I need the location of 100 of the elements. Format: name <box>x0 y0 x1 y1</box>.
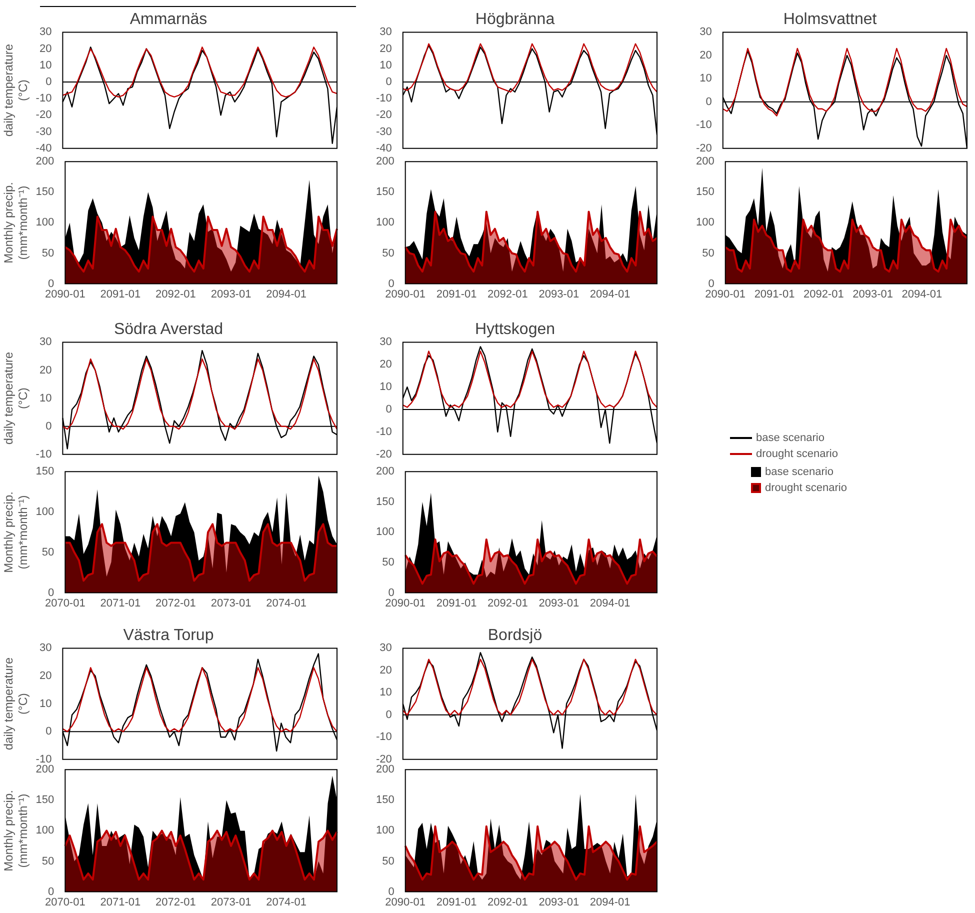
x-tick-label: 2094-01 <box>902 288 942 300</box>
y-tick-label: 150 <box>36 466 54 478</box>
y-tick-label: 50 <box>702 247 714 260</box>
x-tick-label: 2070-01 <box>44 597 86 610</box>
y-tick-label: 100 <box>376 216 394 229</box>
y-tick-label: 100 <box>696 216 714 229</box>
y-tick-label: 30 <box>700 26 712 38</box>
y-tick-label: 50 <box>42 546 54 558</box>
chart-title: Västra Torup <box>123 627 214 644</box>
legend-label: drought scenario <box>756 448 838 460</box>
chart-title: Holmsvattnet <box>783 11 878 28</box>
y-tick-label: 150 <box>696 186 714 198</box>
x-tick-label: 2091-01 <box>754 288 795 300</box>
y-tick-label: -10 <box>36 92 52 105</box>
x-tick-label: 2072-01 <box>156 597 196 610</box>
y-tick-label: 200 <box>376 156 394 168</box>
y-tick-label: 20 <box>700 49 712 62</box>
y-tick-label: 20 <box>39 670 52 682</box>
x-tick-label: 2090-01 <box>44 288 86 300</box>
y-tick-label: -20 <box>376 753 392 766</box>
x-tick-label: 2092-01 <box>156 288 196 300</box>
x-tick-label: 2073-01 <box>210 896 252 908</box>
x-tick-label: 2090-01 <box>385 896 426 908</box>
y-tick-label: 150 <box>376 496 394 508</box>
x-tick-label: 2092-01 <box>803 288 844 300</box>
y-tick-label: 0 <box>48 886 54 898</box>
y-tick-label: 0 <box>706 96 712 108</box>
y-tick-label: 100 <box>376 526 394 538</box>
y-tick-label: 10 <box>380 381 392 394</box>
x-tick-label: 2092-01 <box>488 288 528 300</box>
x-tick-label: 2090-01 <box>705 288 746 300</box>
y-tick-label: 100 <box>36 216 54 229</box>
y-tick-label: 150 <box>36 794 54 806</box>
y-tick-label: 0 <box>388 886 394 898</box>
y-tick-label: 0 <box>386 708 392 721</box>
x-tick-label: 2091-01 <box>100 288 141 300</box>
legend-label: base scenario <box>756 432 824 444</box>
y-tick-label: 30 <box>39 642 52 654</box>
x-tick-label: 2094-01 <box>266 288 307 300</box>
y-tick-label: 10 <box>380 686 392 699</box>
y-tick-label: -10 <box>696 119 712 132</box>
y-tick-label: 50 <box>382 855 394 868</box>
chart-title: Bordsjö <box>488 627 542 644</box>
y-tick-label: -10 <box>36 753 52 766</box>
y-axis-title: daily temperature (°C) <box>2 44 30 137</box>
y-tick-label: 150 <box>36 186 54 198</box>
x-tick-label: 2074-01 <box>266 597 307 610</box>
y-tick-label: -40 <box>36 142 52 154</box>
y-tick-label: -10 <box>376 731 392 744</box>
chart-title: Högbränna <box>475 11 555 28</box>
y-tick-label: 30 <box>380 642 392 654</box>
y-axis-title: Monthly precip. (mm*month⁻¹) <box>2 182 30 264</box>
y-tick-label: 150 <box>376 186 394 198</box>
y-tick-label: 20 <box>39 364 52 376</box>
y-tick-label: 150 <box>376 794 394 806</box>
y-tick-label: -20 <box>36 109 52 122</box>
y-tick-label: 50 <box>42 247 54 260</box>
x-tick-label: 2072-01 <box>156 896 196 908</box>
y-tick-label: 10 <box>380 59 392 72</box>
y-tick-label: 0 <box>46 420 52 432</box>
legend-label: drought scenario <box>765 482 847 494</box>
x-tick-label: 2091-01 <box>436 896 477 908</box>
x-tick-label: 2093-01 <box>852 288 893 300</box>
y-tick-label: -30 <box>36 126 52 138</box>
x-tick-label: 2093-01 <box>538 597 580 610</box>
y-tick-label: -20 <box>376 448 392 460</box>
y-tick-label: -20 <box>696 142 712 154</box>
y-tick-label: -10 <box>376 426 392 438</box>
y-tick-label: 0 <box>46 76 52 88</box>
y-tick-label: 0 <box>386 76 392 88</box>
y-tick-label: 0 <box>46 726 52 738</box>
y-tick-label: 20 <box>39 42 52 55</box>
y-tick-label: -10 <box>376 92 392 105</box>
y-tick-label: 0 <box>48 278 54 290</box>
y-axis-title: Monthly precip. (mm*month⁻¹) <box>2 492 30 573</box>
x-tick-label: 2094-01 <box>590 896 630 908</box>
x-tick-label: 2071-01 <box>100 597 141 610</box>
chart-title: Hyttskogen <box>474 321 556 338</box>
y-tick-label: 0 <box>708 278 714 290</box>
x-tick-label: 2093-01 <box>538 896 580 908</box>
y-axis-title: daily temperature (°C) <box>2 352 30 445</box>
x-tick-label: 2092-01 <box>488 597 528 610</box>
y-tick-label: 20 <box>380 42 392 55</box>
y-tick-label: 50 <box>42 855 54 868</box>
y-tick-label: 200 <box>36 156 54 168</box>
y-tick-label: 0 <box>388 586 394 599</box>
chart-title: Ammarnäs <box>130 11 208 28</box>
x-tick-label: 2070-01 <box>44 896 86 908</box>
y-tick-label: 200 <box>36 764 54 776</box>
y-tick-label: -10 <box>36 448 52 460</box>
y-tick-label: 30 <box>39 336 52 348</box>
y-tick-label: 0 <box>388 278 394 290</box>
y-tick-label: 10 <box>39 59 52 72</box>
y-axis-title: Monthly precip. (mm*month⁻¹) <box>2 790 30 872</box>
y-tick-label: 10 <box>39 698 52 710</box>
y-tick-label: 0 <box>48 586 54 599</box>
y-tick-label: 100 <box>36 824 54 837</box>
x-tick-label: 2093-01 <box>538 288 580 300</box>
y-tick-label: 200 <box>376 466 394 478</box>
x-tick-label: 2094-01 <box>590 597 630 610</box>
